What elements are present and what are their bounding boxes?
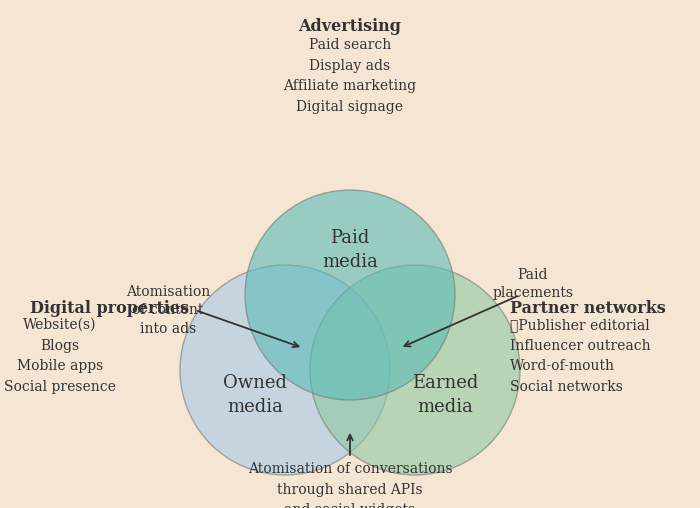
Text: ✱Publisher editorial
Influencer outreach
Word-of-mouth
Social networks: ✱Publisher editorial Influencer outreach…: [510, 318, 650, 394]
Text: Paid
media: Paid media: [322, 229, 378, 271]
Circle shape: [180, 265, 390, 475]
Circle shape: [245, 190, 455, 400]
Text: Earned
media: Earned media: [412, 374, 478, 416]
Text: Digital properties: Digital properties: [30, 300, 189, 317]
Text: Advertising: Advertising: [298, 18, 402, 35]
Text: Paid
placements: Paid placements: [493, 268, 573, 300]
Text: Partner networks: Partner networks: [510, 300, 666, 317]
Text: Atomisation of conversations
through shared APIs
and social widgets: Atomisation of conversations through sha…: [248, 462, 452, 508]
Text: Atomisation
of content
into ads: Atomisation of content into ads: [126, 285, 210, 336]
Text: Website(s)
Blogs
Mobile apps
Social presence: Website(s) Blogs Mobile apps Social pres…: [4, 318, 116, 394]
Circle shape: [310, 265, 520, 475]
Text: Owned
media: Owned media: [223, 374, 287, 416]
Text: Paid search
Display ads
Affiliate marketing
Digital signage: Paid search Display ads Affiliate market…: [284, 38, 416, 114]
